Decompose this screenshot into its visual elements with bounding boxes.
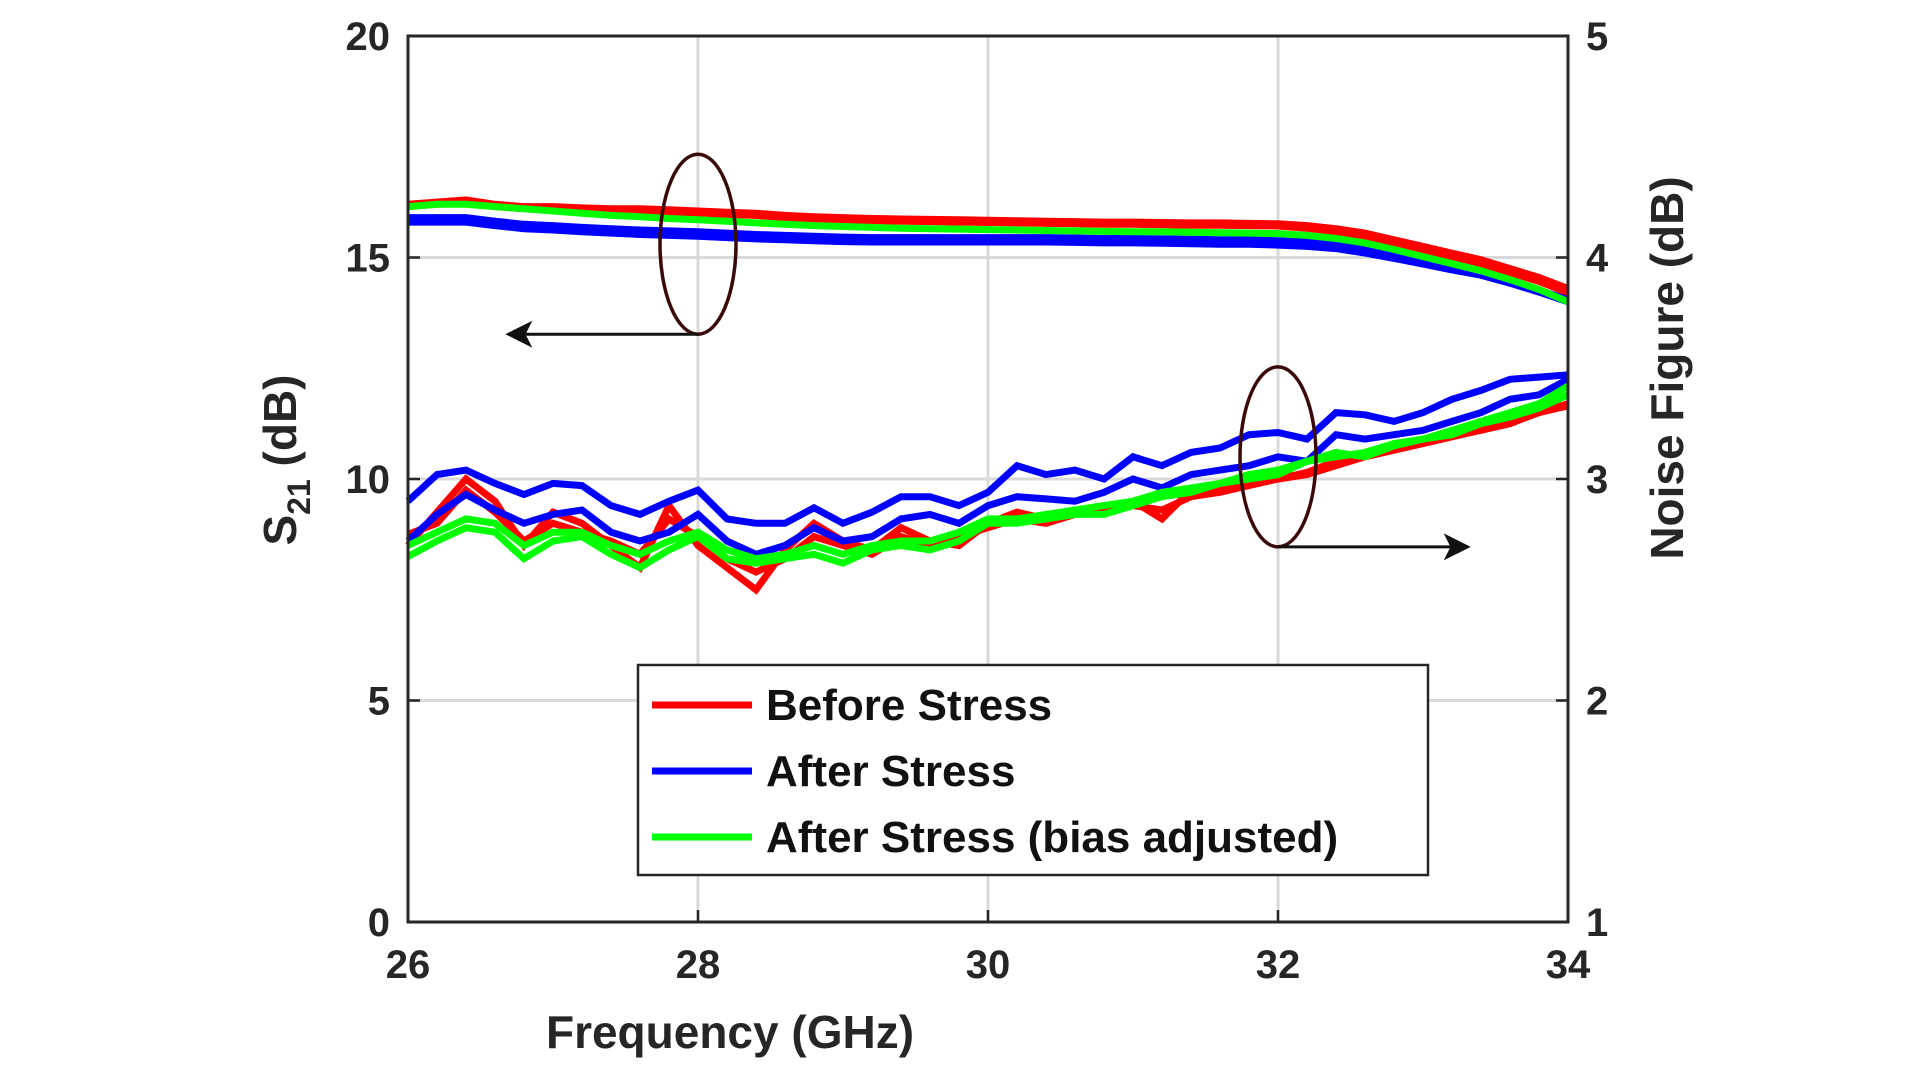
y-left-tick-label: 10 (346, 458, 391, 502)
series-line-s21-before-stress (407, 199, 1570, 297)
series-line-nf-after-stress-bias-adjusted (406, 391, 1570, 572)
x-axis-label: Frequency (GHz) (546, 1006, 914, 1058)
legend-label-before-stress: Before Stress (766, 681, 1052, 730)
x-tick-label: 32 (1256, 943, 1301, 987)
legend-label-after-stress: After Stress (766, 747, 1015, 796)
y-axis-left-label-sub: 21 (281, 479, 317, 515)
series-line-s21-after-stress (408, 214, 1570, 303)
plot-frame (406, 34, 1570, 924)
y-right-tick-label: 1 (1586, 901, 1608, 945)
legend-box (636, 663, 1430, 877)
x-tick-label: 34 (1546, 943, 1591, 987)
y-left-tick-label: 15 (346, 237, 391, 281)
y-axis-left-label-main: S (254, 515, 306, 546)
series-line-s21-after-stress-bias-adjusted (407, 200, 1570, 306)
y-axis-left-label-unit: (dB) (254, 374, 306, 479)
series-line-nf-after-stress (405, 371, 1569, 528)
y-axis-left-label: S21 (dB) (254, 374, 317, 545)
y-right-tick-label: 3 (1586, 458, 1608, 502)
x-tick-label: 30 (966, 943, 1011, 987)
y-right-tick-label: 4 (1586, 237, 1609, 281)
y-axis-right-label: Noise Figure (dB) (1641, 176, 1693, 559)
series-line-nf-after-stress-bias-adjusted (406, 383, 1570, 563)
series-layer (405, 196, 1570, 595)
annotations (505, 152, 1471, 561)
x-tick-label: 26 (386, 943, 431, 987)
y-left-tick-label: 0 (368, 901, 390, 945)
x-tick-label: 28 (676, 943, 721, 987)
legend-label-after-stress-bias-adjusted: After Stress (bias adjusted) (766, 813, 1338, 862)
series-line-nf-after-stress (405, 376, 1570, 559)
y-right-tick-label: 2 (1586, 680, 1608, 724)
legend: Before Stress After Stress After Stress … (636, 663, 1430, 877)
y-right-tick-label: 5 (1586, 15, 1608, 59)
y-left-tick-label: 20 (346, 15, 391, 59)
y-left-tick-label: 5 (368, 680, 390, 724)
